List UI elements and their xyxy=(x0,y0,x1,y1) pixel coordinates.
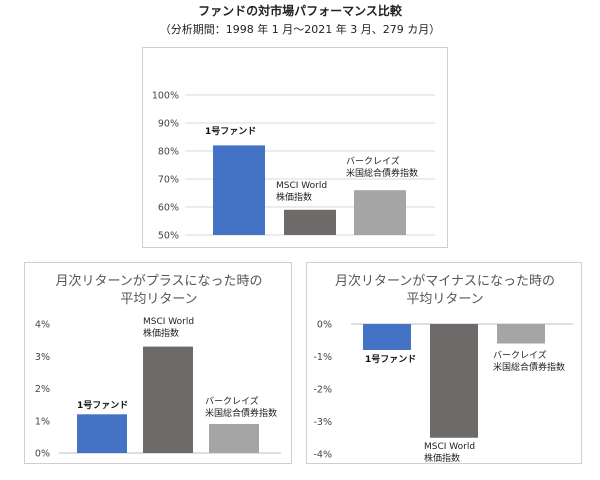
positive-average-bar-msci xyxy=(143,346,193,453)
ratio-category-label-fund: 1号ファンド xyxy=(205,126,256,137)
positive-average-chart-title-line: 平均リターン xyxy=(120,292,197,307)
positive-average-y-tick-label: 2% xyxy=(35,384,50,395)
chart-panel-negative-average: 月次リターンがマイナスになった時の 平均リターン 0% -1% -2% -3% -4% 1号フ… xyxy=(306,262,582,464)
positive-average-category-label-fund: 1号ファンド xyxy=(77,400,128,411)
positive-average-chart-title-line: 月次リターンがプラスになった時の xyxy=(55,273,262,289)
ratio-category-label-msci: 株価指数 xyxy=(276,191,312,203)
negative-average-bar-msci xyxy=(430,324,478,438)
negative-average-y-tick-label: -4% xyxy=(314,450,333,461)
chart-panel-positive-average: 月次リターンがプラスになった時の 平均リターン 0% 1% 2% 3% 4% 1号ファンド MS… xyxy=(24,262,292,464)
positive-average-y-tick-label: 0% xyxy=(35,449,50,460)
negative-average-category-label-barclays: 米国総合債券指数 xyxy=(493,361,565,373)
ratio-y-tick-label: 60% xyxy=(158,203,179,214)
ratio-bar-fund xyxy=(213,145,265,235)
negative-average-chart-title-line: 月次リターンがマイナスになった時の xyxy=(335,273,555,289)
ratio-y-tick-label: 100% xyxy=(152,91,179,102)
negative-average-bar-barclays xyxy=(497,324,545,344)
positive-average-bar-fund xyxy=(77,414,127,453)
negative-average-chart-title-line: 平均リターン xyxy=(406,292,483,307)
ratio-y-tick-label: 50% xyxy=(158,231,179,242)
ratio-category-label-barclays: 米国総合債券指数 xyxy=(346,167,418,179)
positive-average-bar-barclays xyxy=(209,423,259,453)
positive-average-y-tick-label: 4% xyxy=(35,320,50,331)
ratio-category-label-msci: MSCI World xyxy=(276,181,327,191)
ratio-bar-barclays xyxy=(354,190,406,235)
page-subtitle: （分析期間：1998 年 1 月～2021 年 3 月、279 カ月） xyxy=(159,23,441,36)
ratio-bar-msci xyxy=(284,209,336,235)
negative-average-category-label-msci: MSCI World xyxy=(424,442,475,452)
ratio-y-tick-label: 80% xyxy=(158,147,179,158)
negative-average-y-tick-label: -3% xyxy=(314,417,333,428)
ratio-y-tick-label: 70% xyxy=(158,175,179,186)
positive-average-category-label-msci: MSCI World xyxy=(143,317,194,327)
positive-average-category-label-msci: 株価指数 xyxy=(143,327,179,339)
page-title: ファンドの対市場パフォーマンス比較 xyxy=(198,4,402,18)
negative-average-category-label-msci: 株価指数 xyxy=(424,452,460,464)
positive-average-category-label-barclays: バークレイズ xyxy=(205,395,259,407)
chart-panel-positive-ratio: 50% 60% 70% 80% 90% 100% 1号ファンド MSCI World 株価指数 バ… xyxy=(142,47,448,248)
ratio-y-tick-label: 90% xyxy=(158,119,179,130)
negative-average-y-tick-label: -2% xyxy=(314,385,333,396)
negative-average-bar-fund xyxy=(363,324,411,350)
negative-average-category-label-barclays: バークレイズ xyxy=(493,349,547,361)
negative-average-category-label-fund: 1号ファンド xyxy=(365,354,416,365)
negative-average-y-tick-label: -1% xyxy=(314,352,333,363)
negative-average-y-tick-label: 0% xyxy=(317,320,332,331)
positive-average-y-tick-label: 3% xyxy=(35,352,50,363)
positive-average-category-label-barclays: 米国総合債券指数 xyxy=(205,407,277,419)
positive-average-y-tick-label: 1% xyxy=(35,416,50,427)
ratio-category-label-barclays: バークレイズ xyxy=(346,155,400,167)
